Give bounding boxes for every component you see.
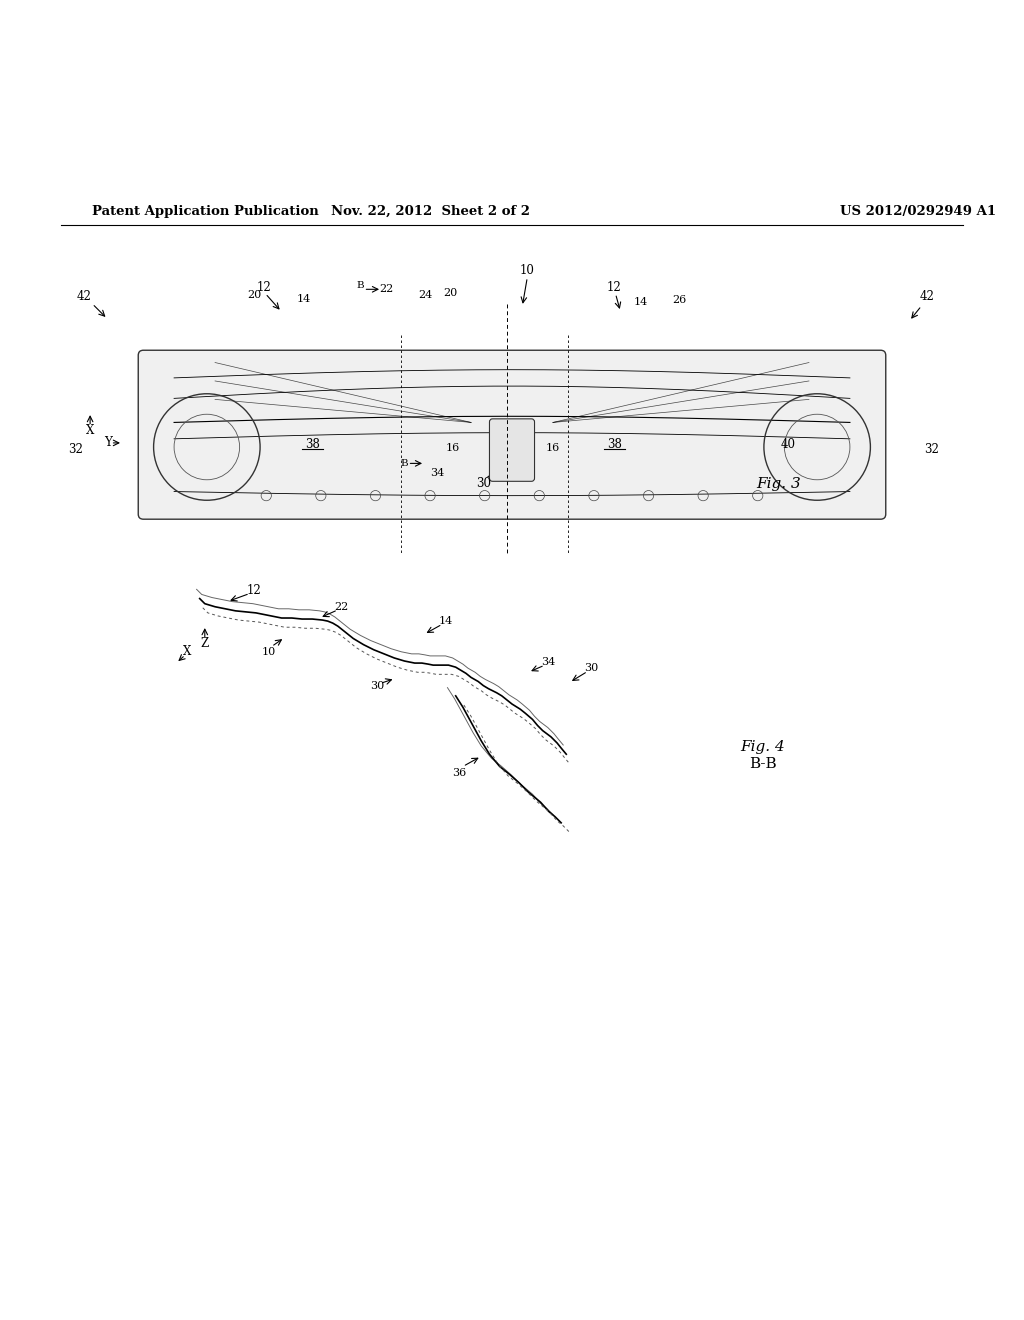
Text: 14: 14 bbox=[634, 297, 648, 306]
Text: 12: 12 bbox=[257, 281, 271, 294]
Text: 14: 14 bbox=[297, 293, 311, 304]
Text: X: X bbox=[183, 645, 191, 659]
Text: 34: 34 bbox=[541, 657, 555, 667]
Text: 12: 12 bbox=[607, 281, 622, 294]
Text: 30: 30 bbox=[584, 663, 598, 673]
Text: 20: 20 bbox=[443, 288, 458, 298]
FancyBboxPatch shape bbox=[138, 350, 886, 519]
Text: 12: 12 bbox=[247, 583, 261, 597]
Text: 32: 32 bbox=[925, 442, 939, 455]
Text: B: B bbox=[356, 281, 365, 289]
Text: Nov. 22, 2012  Sheet 2 of 2: Nov. 22, 2012 Sheet 2 of 2 bbox=[331, 205, 529, 218]
Text: 42: 42 bbox=[920, 290, 934, 304]
Text: Fig. 3: Fig. 3 bbox=[756, 477, 801, 491]
Text: Z: Z bbox=[201, 638, 209, 651]
Text: B-B: B-B bbox=[750, 758, 776, 771]
Text: 36: 36 bbox=[452, 768, 466, 777]
Text: Fig. 4: Fig. 4 bbox=[740, 741, 785, 754]
Text: 30: 30 bbox=[370, 681, 384, 690]
Text: 34: 34 bbox=[430, 467, 444, 478]
Text: 14: 14 bbox=[438, 616, 453, 626]
FancyBboxPatch shape bbox=[489, 418, 535, 482]
Text: X: X bbox=[86, 424, 94, 437]
Text: 32: 32 bbox=[69, 442, 83, 455]
Text: 42: 42 bbox=[77, 290, 91, 304]
Text: 30: 30 bbox=[476, 478, 490, 490]
Text: 38: 38 bbox=[305, 438, 319, 451]
Text: 26: 26 bbox=[672, 294, 686, 305]
Text: Y: Y bbox=[103, 437, 112, 449]
Text: 24: 24 bbox=[418, 290, 432, 301]
Text: 20: 20 bbox=[247, 290, 261, 301]
Text: 22: 22 bbox=[379, 284, 393, 294]
Text: 22: 22 bbox=[334, 602, 348, 611]
Text: B: B bbox=[400, 459, 409, 467]
Text: 10: 10 bbox=[520, 264, 535, 277]
Text: 16: 16 bbox=[445, 444, 460, 453]
Text: 38: 38 bbox=[607, 438, 622, 451]
Text: 40: 40 bbox=[781, 438, 796, 451]
Text: 10: 10 bbox=[261, 647, 275, 657]
Text: US 2012/0292949 A1: US 2012/0292949 A1 bbox=[840, 205, 995, 218]
Text: 16: 16 bbox=[546, 444, 560, 453]
Text: Patent Application Publication: Patent Application Publication bbox=[92, 205, 318, 218]
